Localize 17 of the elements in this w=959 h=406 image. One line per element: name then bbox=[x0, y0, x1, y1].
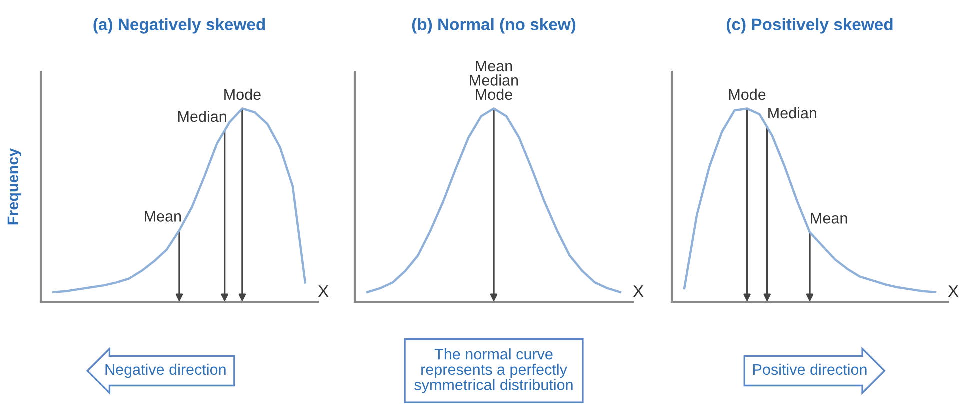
text: Mode bbox=[224, 88, 261, 100]
x-axis-title: X bbox=[318, 286, 329, 298]
text: Mode bbox=[729, 88, 766, 100]
chart-title: (a) Negatively skewed bbox=[94, 18, 266, 34]
text: Mean Median Mode bbox=[470, 61, 518, 100]
x-axis-title: X bbox=[633, 286, 644, 298]
annotation: Median bbox=[178, 110, 226, 122]
annotation: Mean bbox=[811, 213, 848, 224]
annotation: Median bbox=[768, 107, 816, 119]
y-axis-title: Frequency bbox=[8, 148, 22, 225]
x-axis-title: X bbox=[948, 286, 959, 298]
chart-title: (c) Positively skewed bbox=[727, 18, 893, 34]
chart-title: (b) Normal (no skew) bbox=[412, 18, 576, 34]
text: Negative direction bbox=[106, 364, 226, 378]
text: The normal curve represents a perfectly symmetrical distribution bbox=[414, 348, 573, 394]
text: Positive direction bbox=[754, 364, 867, 376]
annotation: Mean bbox=[145, 211, 182, 222]
